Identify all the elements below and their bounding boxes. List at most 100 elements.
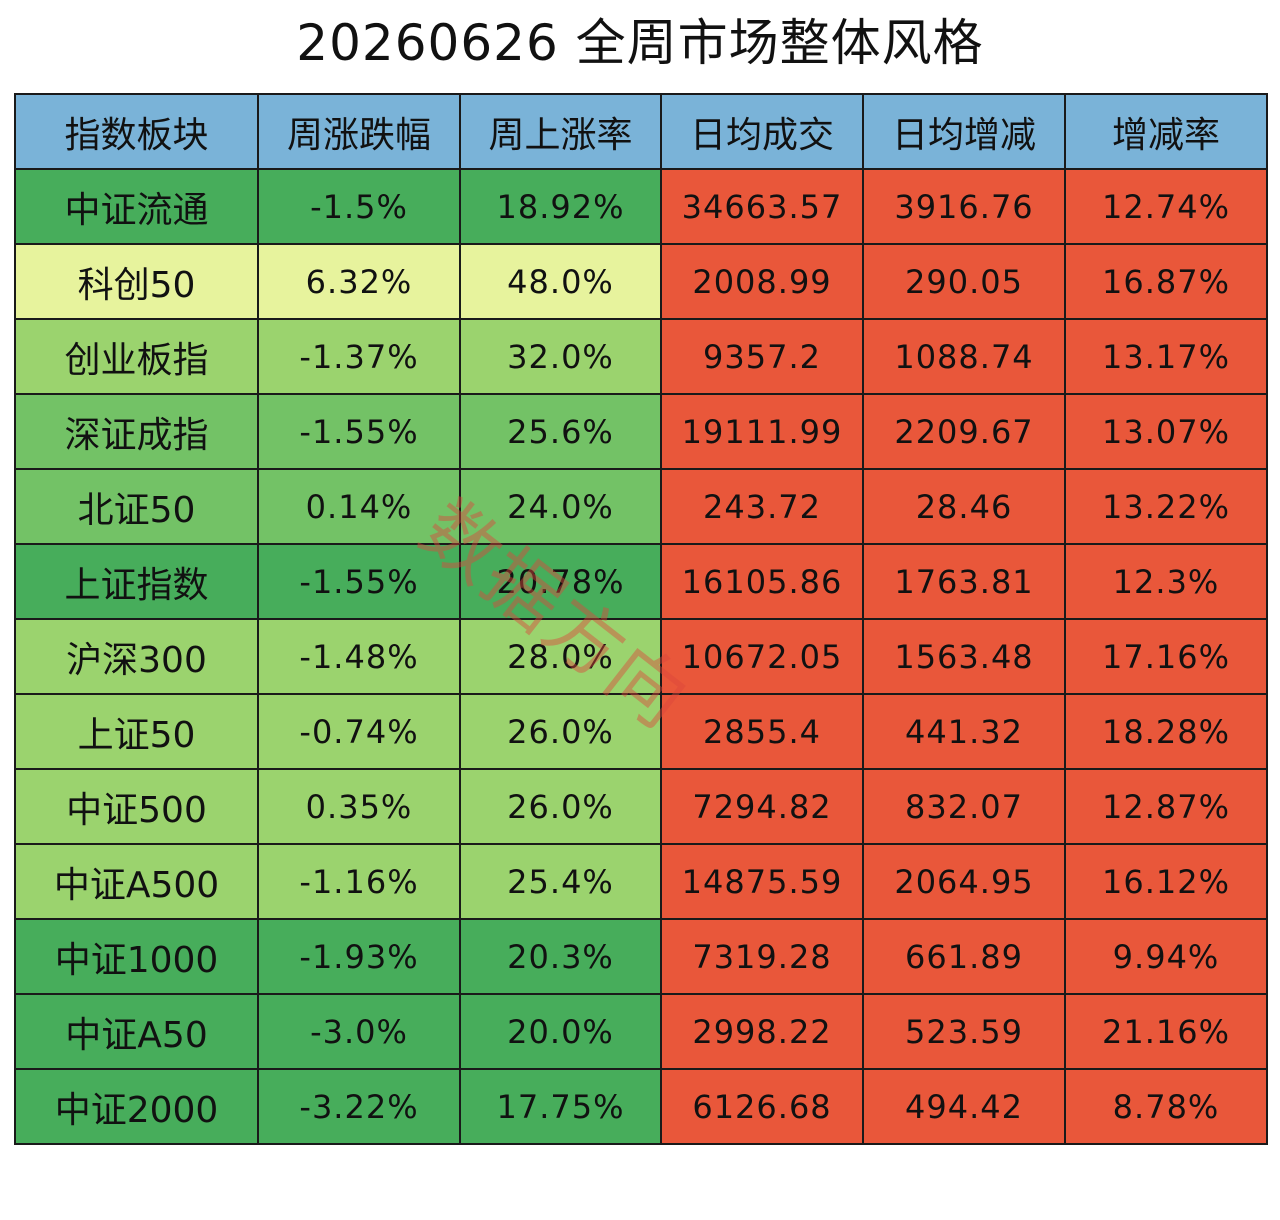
cell-weekly-change: -1.93% [257, 918, 461, 995]
cell-weekly-change: -1.55% [257, 543, 461, 620]
cell-avg-turnover: 10672.05 [660, 618, 864, 695]
cell-change-rate: 18.28% [1064, 693, 1268, 770]
cell-index-name: 中证A50 [14, 993, 259, 1070]
cell-weekly-change: 6.32% [257, 243, 461, 320]
cell-change-rate: 12.3% [1064, 543, 1268, 620]
cell-avg-change: 28.46 [862, 468, 1066, 545]
cell-avg-change: 832.07 [862, 768, 1066, 845]
header-change-rate: 增减率 [1064, 93, 1268, 170]
header-row: 指数板块 周涨跌幅 周上涨率 日均成交 日均增减 增减率 [14, 93, 1268, 170]
cell-avg-turnover: 19111.99 [660, 393, 864, 470]
table-row: 上证50 -0.74% 26.0% 2855.4 441.32 18.28% [14, 693, 1268, 770]
cell-weekly-up-rate: 28.0% [459, 618, 662, 695]
cell-change-rate: 21.16% [1064, 993, 1268, 1070]
cell-index-name: 深证成指 [14, 393, 259, 470]
cell-avg-turnover: 16105.86 [660, 543, 864, 620]
header-index: 指数板块 [14, 93, 259, 170]
table-row: 中证A500 -1.16% 25.4% 14875.59 2064.95 16.12% [14, 843, 1268, 920]
cell-weekly-up-rate: 26.0% [459, 693, 662, 770]
header-avg-change: 日均增减 [862, 93, 1066, 170]
cell-avg-turnover: 6126.68 [660, 1068, 864, 1145]
cell-avg-turnover: 7294.82 [660, 768, 864, 845]
cell-index-name: 沪深300 [14, 618, 259, 695]
cell-weekly-up-rate: 20.0% [459, 993, 662, 1070]
cell-weekly-up-rate: 20.78% [459, 543, 662, 620]
table-row: 中证2000 -3.22% 17.75% 6126.68 494.42 8.78% [14, 1068, 1268, 1145]
table-row: 中证500 0.35% 26.0% 7294.82 832.07 12.87% [14, 768, 1268, 845]
table-row: 中证1000 -1.93% 20.3% 7319.28 661.89 9.94% [14, 918, 1268, 995]
cell-index-name: 中证流通 [14, 168, 259, 245]
cell-index-name: 中证2000 [14, 1068, 259, 1145]
cell-weekly-change: 0.14% [257, 468, 461, 545]
cell-index-name: 上证指数 [14, 543, 259, 620]
cell-weekly-change: -1.55% [257, 393, 461, 470]
cell-change-rate: 16.87% [1064, 243, 1268, 320]
market-style-table: 指数板块 周涨跌幅 周上涨率 日均成交 日均增减 增减率 中证流通 -1.5% 18… [14, 93, 1268, 1145]
cell-index-name: 科创50 [14, 243, 259, 320]
cell-weekly-up-rate: 32.0% [459, 318, 662, 395]
cell-avg-change: 1763.81 [862, 543, 1066, 620]
table-row: 中证A50 -3.0% 20.0% 2998.22 523.59 21.16% [14, 993, 1268, 1070]
header-avg-turnover: 日均成交 [660, 93, 864, 170]
cell-weekly-up-rate: 20.3% [459, 918, 662, 995]
cell-avg-change: 3916.76 [862, 168, 1066, 245]
table-row: 深证成指 -1.55% 25.6% 19111.99 2209.67 13.07% [14, 393, 1268, 470]
cell-weekly-up-rate: 24.0% [459, 468, 662, 545]
cell-change-rate: 12.74% [1064, 168, 1268, 245]
cell-weekly-up-rate: 18.92% [459, 168, 662, 245]
cell-weekly-change: -1.48% [257, 618, 461, 695]
cell-index-name: 中证A500 [14, 843, 259, 920]
table-row: 北证50 0.14% 24.0% 243.72 28.46 13.22% [14, 468, 1268, 545]
table-row: 创业板指 -1.37% 32.0% 9357.2 1088.74 13.17% [14, 318, 1268, 395]
cell-avg-turnover: 14875.59 [660, 843, 864, 920]
cell-avg-change: 661.89 [862, 918, 1066, 995]
table-row: 上证指数 -1.55% 20.78% 16105.86 1763.81 12.3% [14, 543, 1268, 620]
cell-avg-change: 2064.95 [862, 843, 1066, 920]
table-row: 中证流通 -1.5% 18.92% 34663.57 3916.76 12.74% [14, 168, 1268, 245]
cell-index-name: 上证50 [14, 693, 259, 770]
cell-change-rate: 17.16% [1064, 618, 1268, 695]
cell-weekly-up-rate: 26.0% [459, 768, 662, 845]
table-row: 科创50 6.32% 48.0% 2008.99 290.05 16.87% [14, 243, 1268, 320]
cell-weekly-change: -3.22% [257, 1068, 461, 1145]
cell-index-name: 创业板指 [14, 318, 259, 395]
cell-change-rate: 16.12% [1064, 843, 1268, 920]
cell-avg-change: 523.59 [862, 993, 1066, 1070]
cell-change-rate: 9.94% [1064, 918, 1268, 995]
cell-avg-turnover: 2008.99 [660, 243, 864, 320]
cell-avg-turnover: 2998.22 [660, 993, 864, 1070]
cell-index-name: 中证1000 [14, 918, 259, 995]
table-row: 沪深300 -1.48% 28.0% 10672.05 1563.48 17.16% [14, 618, 1268, 695]
cell-avg-change: 1563.48 [862, 618, 1066, 695]
cell-avg-change: 1088.74 [862, 318, 1066, 395]
cell-weekly-change: 0.35% [257, 768, 461, 845]
cell-weekly-up-rate: 17.75% [459, 1068, 662, 1145]
cell-avg-change: 441.32 [862, 693, 1066, 770]
cell-weekly-change: -0.74% [257, 693, 461, 770]
cell-weekly-change: -1.5% [257, 168, 461, 245]
cell-weekly-change: -1.37% [257, 318, 461, 395]
cell-avg-turnover: 2855.4 [660, 693, 864, 770]
cell-avg-change: 494.42 [862, 1068, 1066, 1145]
cell-weekly-up-rate: 25.4% [459, 843, 662, 920]
cell-avg-change: 290.05 [862, 243, 1066, 320]
cell-index-name: 北证50 [14, 468, 259, 545]
cell-change-rate: 12.87% [1064, 768, 1268, 845]
cell-avg-turnover: 243.72 [660, 468, 864, 545]
cell-avg-turnover: 34663.57 [660, 168, 864, 245]
cell-weekly-up-rate: 25.6% [459, 393, 662, 470]
cell-change-rate: 8.78% [1064, 1068, 1268, 1145]
cell-weekly-change: -1.16% [257, 843, 461, 920]
cell-weekly-up-rate: 48.0% [459, 243, 662, 320]
page-title: 20260626 全周市场整体风格 [296, 14, 984, 72]
table-body: 中证流通 -1.5% 18.92% 34663.57 3916.76 12.74% 科创50… [14, 168, 1268, 1145]
cell-weekly-change: -3.0% [257, 993, 461, 1070]
cell-index-name: 中证500 [14, 768, 259, 845]
cell-avg-change: 2209.67 [862, 393, 1066, 470]
cell-change-rate: 13.07% [1064, 393, 1268, 470]
header-weekly-up-rate: 周上涨率 [459, 93, 662, 170]
cell-change-rate: 13.22% [1064, 468, 1268, 545]
cell-avg-turnover: 7319.28 [660, 918, 864, 995]
cell-change-rate: 13.17% [1064, 318, 1268, 395]
cell-avg-turnover: 9357.2 [660, 318, 864, 395]
